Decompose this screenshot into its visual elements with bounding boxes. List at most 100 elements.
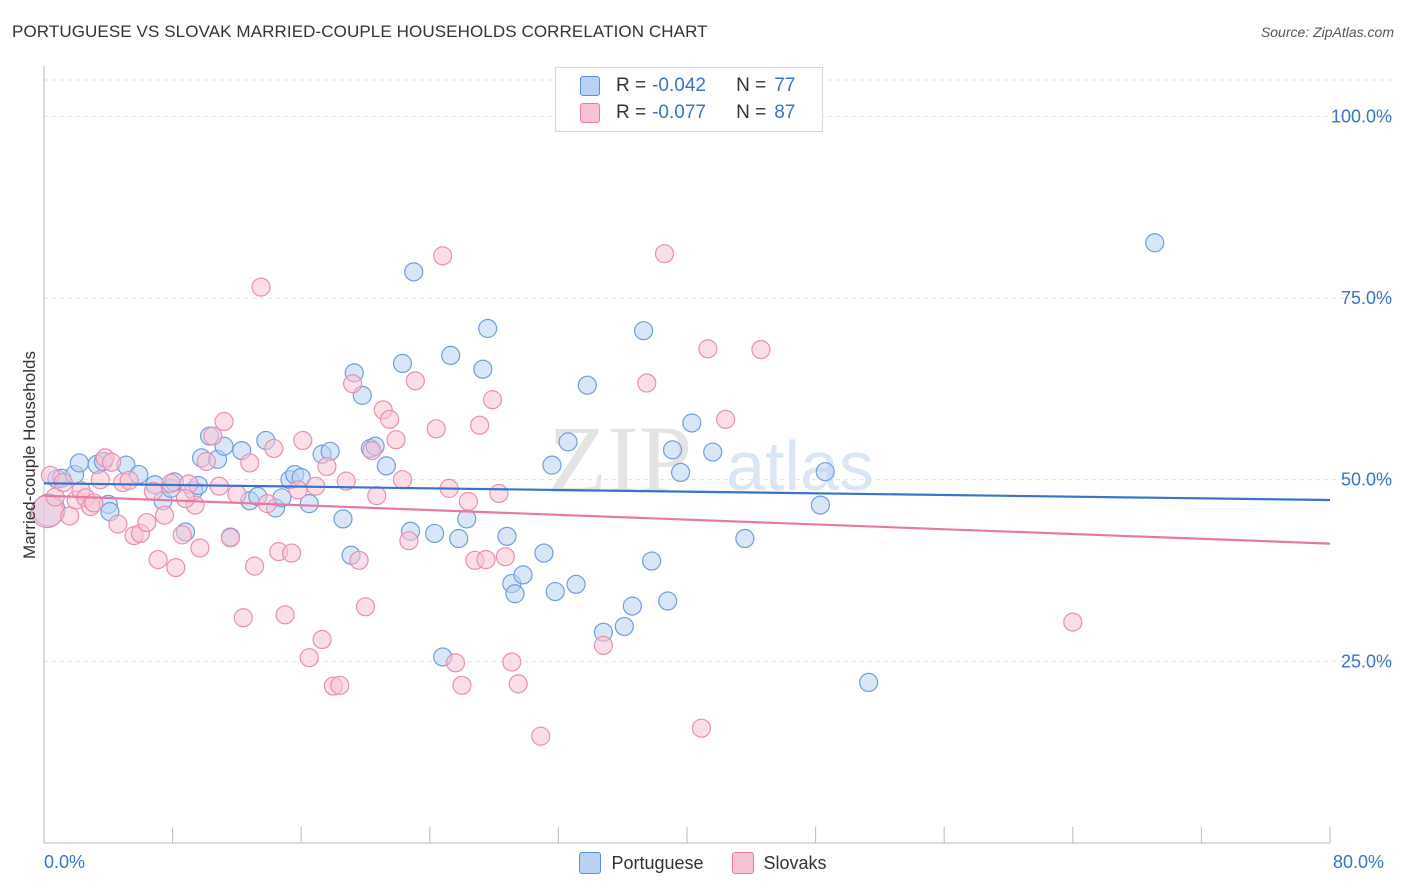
data-point-slovaks xyxy=(108,514,128,534)
data-point-slovaks xyxy=(476,549,496,570)
data-point-portuguese xyxy=(534,543,554,563)
data-point-slovaks xyxy=(172,525,192,545)
data-point-portuguese xyxy=(670,462,691,482)
data-point-portuguese xyxy=(299,494,319,514)
n-label: N = xyxy=(736,75,767,96)
n-value: 87 xyxy=(774,102,796,123)
trend-line-slovaks xyxy=(43,494,1331,545)
data-point-portuguese xyxy=(542,455,562,475)
y-axis-label: Married-couple Households xyxy=(20,351,39,559)
data-point-slovaks xyxy=(264,438,284,459)
data-point-portuguese xyxy=(473,359,493,379)
trend-lines xyxy=(43,482,1331,545)
chart-title: PORTUGUESE VS SLOVAK MARRIED-COUPLE HOUS… xyxy=(12,22,708,41)
y-tick-label: 25.0% xyxy=(1341,651,1392,671)
axes xyxy=(43,66,1331,844)
data-point-portuguese xyxy=(333,509,353,529)
data-point-slovaks xyxy=(281,543,302,563)
stats-legend: R = -0.042 N = 77 R = -0.077 N = 87 xyxy=(555,67,823,132)
data-point-slovaks xyxy=(214,411,234,432)
data-point-portuguese xyxy=(545,581,565,602)
y-tick-labels: 25.0% 50.0% 75.0% 100.0% xyxy=(1331,106,1392,671)
data-point-portuguese xyxy=(566,574,586,594)
data-point-slovaks xyxy=(161,473,181,493)
data-point-slovaks xyxy=(317,456,337,477)
data-point-slovaks xyxy=(426,419,446,439)
stats-row-slovaks: R = -0.077 N = 87 xyxy=(580,100,795,126)
x-tick-label-max: 80.0% xyxy=(1333,852,1385,872)
watermark: ZIP atlas xyxy=(548,406,874,513)
data-point-portuguese xyxy=(859,672,879,693)
data-point-portuguese xyxy=(478,318,498,339)
data-point-portuguese xyxy=(425,523,445,544)
data-point-portuguese xyxy=(1145,233,1165,253)
data-point-slovaks xyxy=(275,605,295,625)
data-point-portuguese xyxy=(505,584,525,604)
data-point-portuguese xyxy=(392,353,413,373)
r-value: -0.077 xyxy=(652,102,706,123)
slovaks-swatch xyxy=(731,852,754,874)
data-point-slovaks xyxy=(233,608,253,628)
data-point-slovaks xyxy=(489,483,509,504)
data-point-slovaks xyxy=(531,726,551,746)
watermark-zip: ZIP xyxy=(548,406,692,513)
data-point-portuguese xyxy=(497,526,517,546)
data-point-slovaks xyxy=(392,470,413,490)
data-point-portuguese xyxy=(658,591,678,611)
data-point-slovaks xyxy=(60,506,80,526)
data-point-slovaks xyxy=(593,635,614,655)
y-tick-label: 100.0% xyxy=(1331,106,1392,126)
data-point-slovaks xyxy=(691,718,712,738)
data-point-portuguese xyxy=(614,616,634,637)
legend-item-portuguese[interactable]: Portuguese xyxy=(579,852,704,874)
stats-row-portuguese: R = -0.042 N = 77 xyxy=(580,73,795,99)
data-point-slovaks xyxy=(502,652,522,672)
data-point-portuguese xyxy=(577,375,597,395)
data-point-slovaks xyxy=(251,277,271,297)
data-point-portuguese xyxy=(404,262,424,282)
data-point-slovaks xyxy=(698,339,718,359)
legend-label: Slovaks xyxy=(763,852,827,873)
data-point-slovaks xyxy=(508,674,528,694)
data-point-slovaks xyxy=(119,470,139,490)
data-point-slovaks xyxy=(1063,612,1083,632)
data-point-slovaks xyxy=(452,675,472,695)
series-legend: Portuguese Slovaks xyxy=(0,852,1406,874)
data-point-slovaks xyxy=(380,409,400,429)
data-point-slovaks xyxy=(654,244,675,264)
data-point-portuguese xyxy=(69,453,89,473)
data-point-slovaks xyxy=(751,339,771,360)
data-point-slovaks xyxy=(220,528,241,548)
data-point-portuguese xyxy=(815,462,835,482)
grid-lines xyxy=(44,79,1392,662)
data-point-portuguese xyxy=(735,528,755,549)
trend-line-portuguese xyxy=(43,482,1331,502)
r-label: R = xyxy=(616,102,647,123)
y-tick-label: 50.0% xyxy=(1341,470,1392,490)
r-label: R = xyxy=(616,75,647,96)
y-tick-label: 75.0% xyxy=(1341,288,1392,308)
data-point-slovaks xyxy=(312,629,332,650)
data-point-slovaks xyxy=(482,390,503,410)
data-point-slovaks xyxy=(330,675,350,695)
data-point-slovaks xyxy=(367,486,387,506)
data-point-slovaks xyxy=(386,430,406,450)
data-point-slovaks xyxy=(166,557,186,578)
data-point-portuguese xyxy=(441,345,461,366)
data-point-portuguese xyxy=(513,565,533,585)
data-point-slovaks xyxy=(227,484,247,504)
data-point-slovaks xyxy=(175,488,196,509)
data-point-portuguese xyxy=(449,528,469,549)
data-point-slovaks xyxy=(336,471,356,491)
data-point-slovaks xyxy=(355,597,376,617)
legend-item-slovaks[interactable]: Slovaks xyxy=(731,852,827,874)
data-point-portuguese xyxy=(810,495,831,515)
data-point-slovaks xyxy=(445,653,466,673)
data-point-slovaks xyxy=(196,451,216,472)
data-point-slovaks xyxy=(101,452,122,472)
r-value: -0.042 xyxy=(652,75,706,96)
data-point-slovaks xyxy=(458,491,478,512)
slovaks-swatch xyxy=(580,103,600,123)
data-point-slovaks xyxy=(137,512,157,533)
